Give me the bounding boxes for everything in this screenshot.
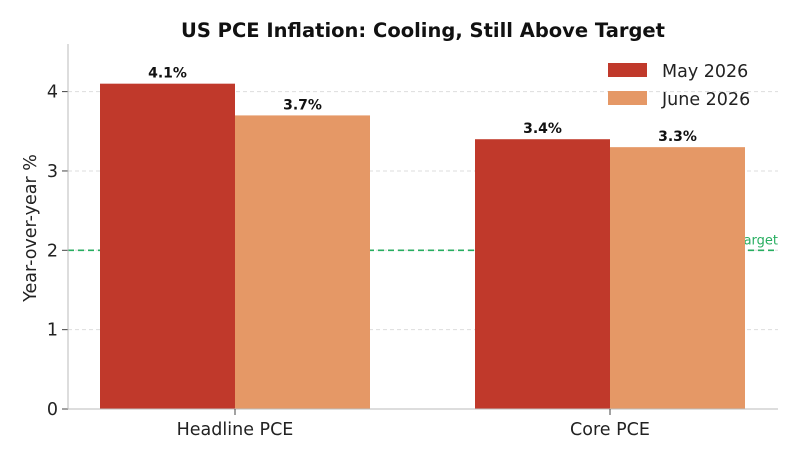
bar	[610, 147, 745, 410]
bar-value-label: 3.4%	[523, 121, 562, 137]
y-tick-label: 0	[47, 400, 58, 420]
legend-label: May 2026	[662, 62, 748, 82]
bar-value-label: 3.3%	[658, 129, 697, 145]
bar	[235, 115, 370, 410]
y-axis-label: Year-over-year %	[21, 154, 41, 303]
bar	[100, 83, 235, 409]
x-tick-label: Headline PCE	[177, 420, 294, 440]
bars	[100, 83, 745, 410]
axes: 0 1 2 3 4 Headline PCE Core PCE	[47, 44, 778, 440]
bar	[475, 139, 610, 409]
y-tick-label: 4	[47, 83, 58, 103]
legend: May 2026 June 2026	[608, 62, 750, 110]
bar-value-label: 4.1%	[148, 66, 187, 82]
bar-value-label: 3.7%	[283, 97, 322, 113]
legend-swatch	[608, 91, 647, 105]
y-tick-label: 3	[47, 162, 58, 182]
bar-labels: 4.1% 3.7% 3.4% 3.3%	[148, 66, 697, 145]
y-tick-label: 1	[47, 321, 58, 341]
x-tick-label: Core PCE	[570, 420, 650, 440]
chart-title: US PCE Inflation: Cooling, Still Above T…	[181, 19, 665, 42]
legend-swatch	[608, 63, 647, 77]
y-tick-label: 2	[47, 241, 58, 261]
legend-label: June 2026	[661, 90, 750, 110]
